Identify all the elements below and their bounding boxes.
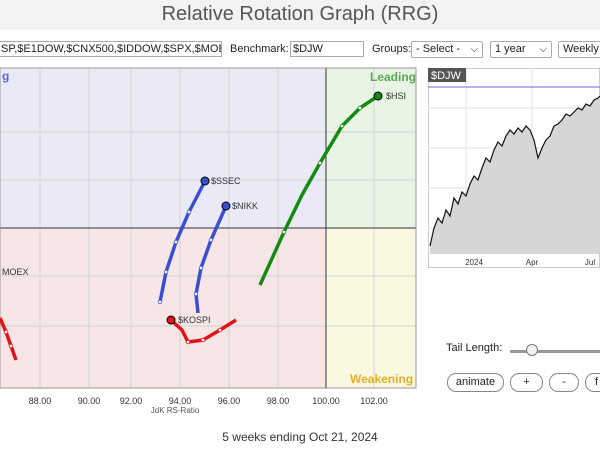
period-select[interactable]: 1 year ⌵ [490, 41, 552, 58]
x-tick-label: 90.00 [78, 396, 101, 406]
tail-length-slider[interactable] [510, 350, 600, 353]
moex-label: MOEX [2, 267, 29, 277]
symbols-input[interactable]: SP,$E1DOW,$CNX500,$IDDOW,$SPX,$MOEX [0, 41, 222, 57]
nikk-label: $NIKK [232, 201, 258, 211]
benchmark-line [429, 95, 600, 247]
period-select-value: 1 year [495, 43, 526, 55]
ssec-head-marker[interactable] [200, 176, 210, 186]
plot-border [0, 67, 417, 389]
chevron-down-icon: ⌵ [470, 44, 478, 55]
mini-x-label: Apr [526, 258, 539, 267]
interval-select-value: Weekly [563, 43, 599, 55]
tail-hsi[interactable]: $HSI [258, 91, 406, 286]
x-tick-label: 92.00 [120, 396, 143, 406]
leading-quadrant-label: Leading [370, 70, 416, 84]
x-tick-label: 96.00 [218, 396, 241, 406]
x-tick-label: 100.00 [312, 396, 340, 406]
leading-quadrant [326, 68, 416, 228]
interval-select[interactable]: Weekly [558, 41, 600, 58]
improving-quadrant [0, 68, 326, 228]
tail-nikk[interactable]: $NIKK [193, 201, 258, 314]
hsi-head-marker[interactable] [373, 91, 383, 101]
date-range-caption: 5 weeks ending Oct 21, 2024 [222, 430, 378, 444]
toolbar: SP,$E1DOW,$CNX500,$IDDOW,$SPX,$MOEX Benc… [0, 40, 600, 60]
mini-x-label: 2024 [465, 258, 483, 267]
plus-button[interactable]: + [510, 373, 543, 392]
animate-button[interactable]: animate [447, 373, 504, 392]
rrg-chart: g Leading Weakening $HSI $SSEC $NIKK [0, 67, 417, 415]
minus-button[interactable]: - [549, 373, 579, 392]
x-tick-label: 94.00 [169, 396, 192, 406]
improving-quadrant-label: g [2, 69, 9, 83]
x-axis-ticks: 88.00 90.00 92.00 94.00 96.00 98.00 100.… [29, 396, 388, 406]
f-button[interactable]: f [585, 373, 600, 392]
chevron-down-icon: ⌵ [539, 44, 547, 55]
groups-select-value: - Select - [416, 43, 461, 55]
benchmark-chart: $DJW 2024 Apr Jul [428, 68, 600, 268]
page-title: Relative Rotation Graph (RRG) [0, 0, 600, 30]
x-tick-label: 98.00 [267, 396, 290, 406]
nikk-head-marker[interactable] [221, 201, 231, 211]
lagging-quadrant [0, 228, 326, 388]
tail-length-slider-handle[interactable] [526, 344, 538, 356]
kospi-head-marker[interactable] [166, 315, 176, 325]
tail-length-label: Tail Length: [446, 342, 503, 354]
benchmark-input[interactable]: $DJW [290, 41, 364, 57]
mini-x-label: Jul [585, 258, 595, 267]
groups-label: Groups: [372, 43, 412, 55]
weakening-quadrant-label: Weakening [350, 372, 413, 386]
kospi-label: $KOSPI [178, 315, 211, 325]
tail-moex[interactable]: MOEX [0, 267, 29, 361]
hsi-label: $HSI [386, 91, 406, 101]
x-tick-label: 102.00 [360, 396, 388, 406]
ssec-label: $SSEC [211, 176, 241, 186]
tail-kospi[interactable]: $KOSPI [166, 315, 237, 345]
x-tick-label: 88.00 [29, 396, 52, 406]
weakening-quadrant [326, 228, 416, 388]
x-axis-label: JdK RS-Ratio [151, 406, 200, 415]
groups-select[interactable]: - Select - ⌵ [411, 41, 483, 58]
tail-ssec[interactable]: $SSEC [157, 176, 241, 305]
benchmark-area [430, 96, 600, 254]
benchmark-badge [428, 68, 466, 82]
benchmark-badge-label: $DJW [431, 70, 462, 82]
benchmark-label: Benchmark: [230, 43, 289, 55]
